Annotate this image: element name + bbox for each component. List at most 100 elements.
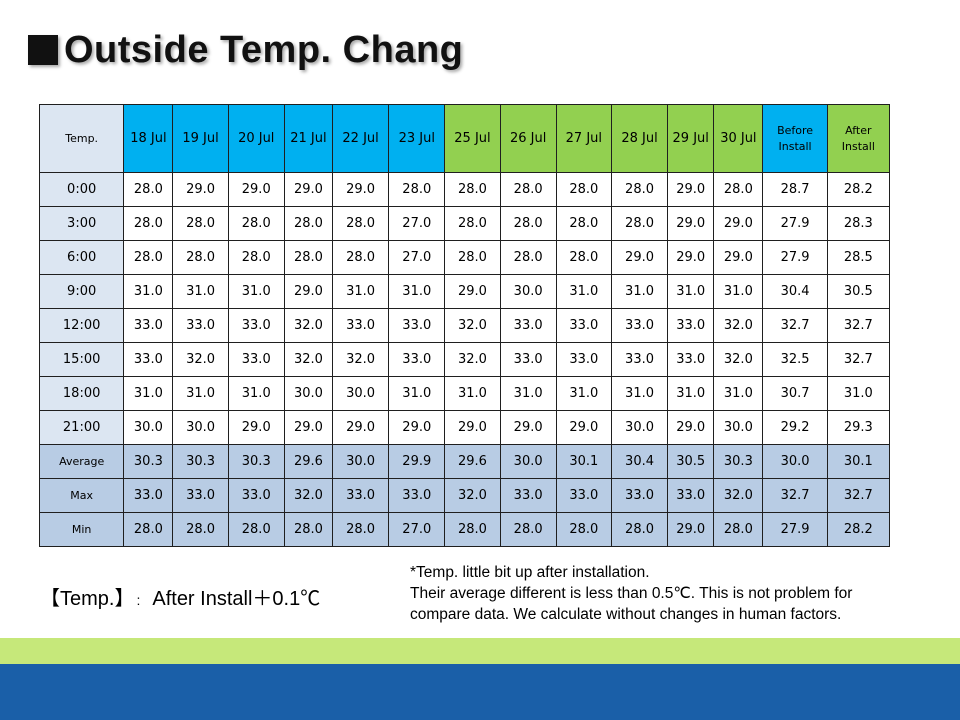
table-cell: 33.0 (331, 478, 390, 513)
table-cell: 31.0 (123, 274, 174, 309)
table-cell: 29.0 (227, 410, 285, 445)
table-cell: 30.3 (172, 444, 229, 479)
table-cell: 31.0 (227, 274, 285, 309)
table-cell: 27.0 (388, 206, 446, 241)
table-cell: 28.0 (172, 206, 229, 241)
after-install-cell: 28.2 (826, 172, 891, 207)
table-cell: 33.0 (499, 342, 557, 377)
row-label: Average (38, 444, 125, 479)
table-cell: 29.0 (667, 172, 715, 207)
table-cell: 29.0 (610, 240, 669, 275)
table-cell: 31.0 (667, 376, 715, 411)
table-cell: 29.0 (331, 172, 390, 207)
summary-key: 【Temp.】 (40, 588, 135, 610)
table-cell: 33.0 (388, 478, 446, 513)
table-cell: 28.0 (610, 206, 669, 241)
table-cell: 33.0 (667, 342, 715, 377)
before-install-cell: 30.7 (762, 376, 828, 411)
table-cell: 31.0 (610, 376, 669, 411)
after-install-cell: 32.7 (826, 478, 891, 513)
table-cell: 28.0 (499, 172, 557, 207)
table-cell: 30.0 (713, 410, 764, 445)
table-cell: 28.0 (444, 206, 501, 241)
table-cell: 28.0 (444, 512, 501, 547)
table-row: Max 33.0 33.0 33.0 32.0 33.0 33.0 32.0 33.0 33.0 3… (38, 478, 891, 513)
after-install-cell: 32.7 (826, 342, 891, 377)
table-cell: 30.0 (331, 376, 390, 411)
table-cell: 28.0 (555, 240, 612, 275)
table-cell: 32.0 (444, 342, 501, 377)
table-cell: 32.0 (713, 478, 764, 513)
table-cell: 32.0 (283, 308, 334, 343)
table-cell: 28.0 (331, 206, 390, 241)
table-cell: 30.3 (713, 444, 764, 479)
summary-sep: : (136, 592, 141, 608)
header-date-before: 19 Jul (172, 104, 229, 173)
after-install-cell: 31.0 (826, 376, 891, 411)
table-cell: 33.0 (499, 308, 557, 343)
table-cell: 32.0 (713, 308, 764, 343)
table-row: 3:00 28.0 28.0 28.0 28.0 28.0 27.0 28.0 28.0 28.0… (38, 206, 891, 241)
table-cell: 31.0 (555, 274, 612, 309)
header-date-before: 22 Jul (331, 104, 390, 173)
table-cell: 28.0 (555, 206, 612, 241)
table-cell: 28.0 (444, 172, 501, 207)
table-cell: 33.0 (610, 308, 669, 343)
table-cell: 28.0 (713, 512, 764, 547)
row-label: 21:00 (38, 410, 125, 445)
header-temp-label: Temp. (38, 104, 125, 173)
table-cell: 33.0 (227, 308, 285, 343)
table-cell: 33.0 (172, 478, 229, 513)
table-cell: 33.0 (499, 478, 557, 513)
before-install-cell: 32.7 (762, 478, 828, 513)
slide-title-text: Outside Temp. Chang (64, 28, 464, 71)
table-cell: 31.0 (227, 376, 285, 411)
header-date-after: 28 Jul (610, 104, 669, 173)
header-after-line: Install (841, 139, 875, 153)
table-cell: 30.1 (555, 444, 612, 479)
row-label: 12:00 (38, 308, 125, 343)
table-cell: 33.0 (123, 342, 174, 377)
header-after-line: After (845, 123, 872, 137)
table-cell: 30.0 (499, 444, 557, 479)
after-install-cell: 29.3 (826, 410, 891, 445)
table-cell: 31.0 (388, 274, 446, 309)
before-install-cell: 30.0 (762, 444, 828, 479)
table-row: 12:00 33.0 33.0 33.0 32.0 33.0 33.0 32.0 33.0 33.… (38, 308, 891, 343)
header-date-before: 21 Jul (283, 104, 334, 173)
header-after-install: After Install (826, 104, 891, 173)
table-cell: 29.0 (667, 206, 715, 241)
table-cell: 28.0 (331, 512, 390, 547)
table-cell: 29.0 (331, 410, 390, 445)
table-cell: 27.0 (388, 240, 446, 275)
table-row: 9:00 31.0 31.0 31.0 29.0 31.0 31.0 29.0 30.0 31.0… (38, 274, 891, 309)
table-cell: 32.0 (172, 342, 229, 377)
table-cell: 30.0 (123, 410, 174, 445)
table-cell: 29.0 (499, 410, 557, 445)
table-cell: 28.0 (283, 240, 334, 275)
row-label: 15:00 (38, 342, 125, 377)
before-install-cell: 32.7 (762, 308, 828, 343)
table-cell: 28.0 (123, 512, 174, 547)
table-cell: 30.4 (610, 444, 669, 479)
table-cell: 31.0 (172, 376, 229, 411)
table-cell: 31.0 (555, 376, 612, 411)
after-install-cell: 30.5 (826, 274, 891, 309)
table-cell: 29.0 (388, 410, 446, 445)
row-label: 6:00 (38, 240, 125, 275)
table-cell: 33.0 (172, 308, 229, 343)
table-cell: 32.0 (283, 478, 334, 513)
before-install-cell: 29.2 (762, 410, 828, 445)
title-square-icon (28, 35, 58, 65)
table-row: 6:00 28.0 28.0 28.0 28.0 28.0 27.0 28.0 28.0 28.0… (38, 240, 891, 275)
table-cell: 29.0 (713, 206, 764, 241)
row-label: 9:00 (38, 274, 125, 309)
footer-band-green (0, 638, 960, 664)
table-row: 0:00 28.0 29.0 29.0 29.0 29.0 28.0 28.0 28.0 28.0… (38, 172, 891, 207)
header-date-before: 18 Jul (123, 104, 174, 173)
table-cell: 29.0 (667, 410, 715, 445)
table-cell: 32.0 (444, 478, 501, 513)
header-date-after: 29 Jul (667, 104, 715, 173)
header-before-install: Before Install (762, 104, 828, 173)
header-date-after: 25 Jul (444, 104, 501, 173)
